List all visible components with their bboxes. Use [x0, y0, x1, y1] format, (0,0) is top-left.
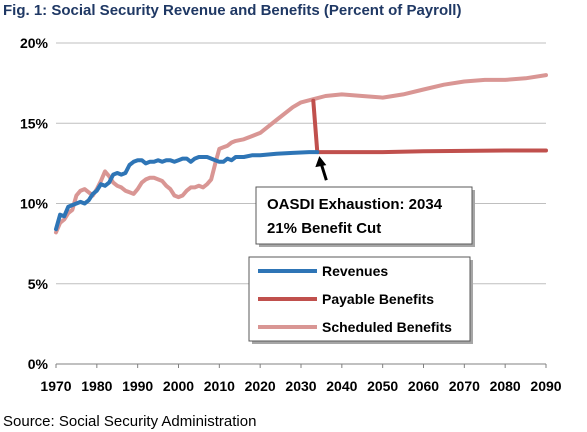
- x-tick-label: 2050: [367, 378, 398, 394]
- payable-benefits-line: [311, 98, 548, 155]
- y-tick-label: 5%: [28, 276, 49, 292]
- y-tick-label: 10%: [20, 196, 49, 212]
- x-tick-label: 2010: [204, 378, 235, 394]
- x-tick-label: 2080: [490, 378, 521, 394]
- y-tick-label: 15%: [20, 115, 49, 131]
- axes: 0% 5% 10% 15% 20% 1970 1980 1990 2000 2010 2020 203…: [20, 35, 562, 394]
- x-tick-label: 1980: [81, 378, 112, 394]
- annotation-text: 21% Benefit Cut: [267, 220, 381, 237]
- legend-label: Revenues: [322, 263, 388, 279]
- x-tick-label: 2040: [326, 378, 357, 394]
- y-tick-label: 0%: [28, 356, 49, 372]
- legend-label: Scheduled Benefits: [322, 319, 452, 335]
- chart-title: Fig. 1: Social Security Revenue and Bene…: [3, 2, 462, 19]
- x-tick-label: 2030: [285, 378, 316, 394]
- x-tick-label: 1970: [40, 378, 71, 394]
- x-tick-label: 2020: [245, 378, 276, 394]
- series-lines: [54, 73, 548, 235]
- annotation-box: [255, 186, 473, 245]
- x-tick-label: 2060: [408, 378, 439, 394]
- legend-label: Payable Benefits: [322, 291, 434, 307]
- annotation-arrow-head: [315, 156, 327, 168]
- x-tick-label: 2000: [163, 378, 194, 394]
- annotation-text: OASDI Exhaustion: 2034: [267, 196, 443, 213]
- source-note: Source: Social Security Administration: [3, 413, 257, 430]
- y-tick-label: 20%: [20, 35, 49, 51]
- x-tick-label: 2070: [449, 378, 480, 394]
- x-tick-label: 1990: [122, 378, 153, 394]
- annotation-arrow-shaft: [319, 163, 328, 181]
- revenues-line: [54, 150, 320, 232]
- x-tick-label: 2090: [530, 378, 561, 394]
- legend: Revenues Payable Benefits Scheduled Benefi…: [248, 256, 473, 344]
- exhaustion-annotation: OASDI Exhaustion: 2034 21% Benefit Cut: [255, 156, 475, 247]
